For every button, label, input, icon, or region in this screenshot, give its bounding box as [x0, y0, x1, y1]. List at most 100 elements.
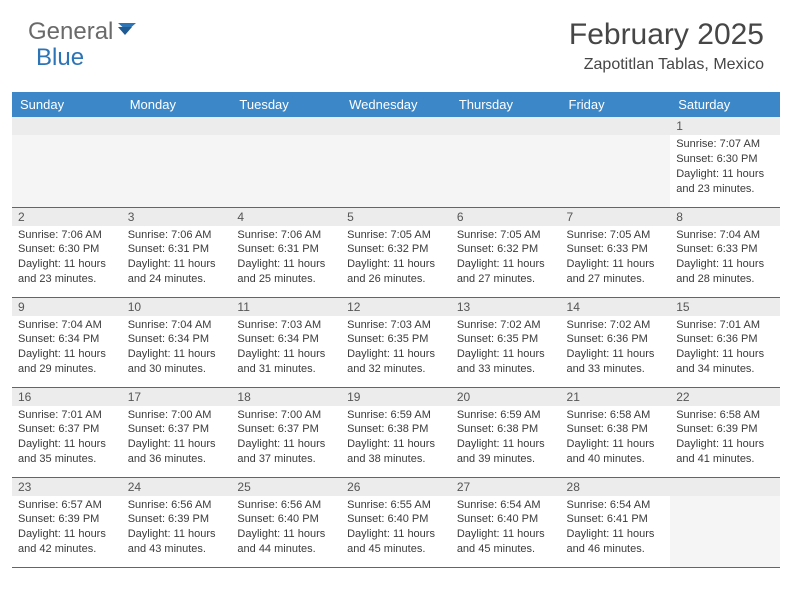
sunset-text: Sunset: 6:38 PM — [347, 422, 445, 437]
day-cell-23: 23Sunrise: 6:57 AMSunset: 6:39 PMDayligh… — [12, 477, 122, 567]
day-body: Sunrise: 6:57 AMSunset: 6:39 PMDaylight:… — [12, 496, 122, 561]
day-body: Sunrise: 7:00 AMSunset: 6:37 PMDaylight:… — [231, 406, 341, 471]
calendar-body: 1Sunrise: 7:07 AMSunset: 6:30 PMDaylight… — [12, 117, 780, 567]
daylight-text: Daylight: 11 hours and 23 minutes. — [676, 167, 774, 197]
day-number: 28 — [561, 478, 671, 496]
day-cell-empty — [341, 117, 451, 207]
day-body: Sunrise: 7:02 AMSunset: 6:36 PMDaylight:… — [561, 316, 671, 381]
sunrise-text: Sunrise: 6:55 AM — [347, 498, 445, 513]
daylight-text: Daylight: 11 hours and 24 minutes. — [128, 257, 226, 287]
day-number: 23 — [12, 478, 122, 496]
daylight-text: Daylight: 11 hours and 42 minutes. — [18, 527, 116, 557]
day-body: Sunrise: 6:59 AMSunset: 6:38 PMDaylight:… — [451, 406, 561, 471]
day-cell-empty — [561, 117, 671, 207]
sunrise-text: Sunrise: 7:02 AM — [567, 318, 665, 333]
day-cell-21: 21Sunrise: 6:58 AMSunset: 6:38 PMDayligh… — [561, 387, 671, 477]
day-header-friday: Friday — [561, 92, 671, 117]
day-body: Sunrise: 7:02 AMSunset: 6:35 PMDaylight:… — [451, 316, 561, 381]
daylight-text: Daylight: 11 hours and 29 minutes. — [18, 347, 116, 377]
daylight-text: Daylight: 11 hours and 46 minutes. — [567, 527, 665, 557]
day-number: 2 — [12, 208, 122, 226]
sunrise-text: Sunrise: 6:57 AM — [18, 498, 116, 513]
day-number: 10 — [122, 298, 232, 316]
day-number: 4 — [231, 208, 341, 226]
empty-day-bar — [670, 478, 780, 496]
day-header-wednesday: Wednesday — [341, 92, 451, 117]
day-body: Sunrise: 7:04 AMSunset: 6:34 PMDaylight:… — [122, 316, 232, 381]
sunrise-text: Sunrise: 6:56 AM — [128, 498, 226, 513]
day-body: Sunrise: 7:00 AMSunset: 6:37 PMDaylight:… — [122, 406, 232, 471]
logo-blue-line: Blue — [36, 44, 84, 72]
day-body: Sunrise: 7:06 AMSunset: 6:31 PMDaylight:… — [231, 226, 341, 291]
day-number: 13 — [451, 298, 561, 316]
day-cell-17: 17Sunrise: 7:00 AMSunset: 6:37 PMDayligh… — [122, 387, 232, 477]
day-header-thursday: Thursday — [451, 92, 561, 117]
sunset-text: Sunset: 6:34 PM — [128, 332, 226, 347]
sunset-text: Sunset: 6:39 PM — [676, 422, 774, 437]
daylight-text: Daylight: 11 hours and 45 minutes. — [457, 527, 555, 557]
calendar-table: SundayMondayTuesdayWednesdayThursdayFrid… — [12, 92, 780, 568]
day-body: Sunrise: 7:04 AMSunset: 6:34 PMDaylight:… — [12, 316, 122, 381]
day-number: 27 — [451, 478, 561, 496]
daylight-text: Daylight: 11 hours and 36 minutes. — [128, 437, 226, 467]
day-number: 25 — [231, 478, 341, 496]
day-body: Sunrise: 6:56 AMSunset: 6:40 PMDaylight:… — [231, 496, 341, 561]
daylight-text: Daylight: 11 hours and 44 minutes. — [237, 527, 335, 557]
day-cell-8: 8Sunrise: 7:04 AMSunset: 6:33 PMDaylight… — [670, 207, 780, 297]
sunrise-text: Sunrise: 7:06 AM — [18, 228, 116, 243]
day-body: Sunrise: 7:03 AMSunset: 6:35 PMDaylight:… — [341, 316, 451, 381]
day-number: 11 — [231, 298, 341, 316]
day-number: 17 — [122, 388, 232, 406]
sunrise-text: Sunrise: 6:58 AM — [676, 408, 774, 423]
day-body: Sunrise: 7:01 AMSunset: 6:37 PMDaylight:… — [12, 406, 122, 471]
sunrise-text: Sunrise: 6:54 AM — [457, 498, 555, 513]
sunset-text: Sunset: 6:35 PM — [347, 332, 445, 347]
sunset-text: Sunset: 6:30 PM — [676, 152, 774, 167]
sunset-text: Sunset: 6:30 PM — [18, 242, 116, 257]
daylight-text: Daylight: 11 hours and 23 minutes. — [18, 257, 116, 287]
month-title: February 2025 — [569, 18, 764, 52]
day-number: 6 — [451, 208, 561, 226]
sunrise-text: Sunrise: 6:59 AM — [347, 408, 445, 423]
day-number: 18 — [231, 388, 341, 406]
day-body: Sunrise: 7:05 AMSunset: 6:33 PMDaylight:… — [561, 226, 671, 291]
day-number: 9 — [12, 298, 122, 316]
sunset-text: Sunset: 6:41 PM — [567, 512, 665, 527]
daylight-text: Daylight: 11 hours and 33 minutes. — [457, 347, 555, 377]
day-body: Sunrise: 7:05 AMSunset: 6:32 PMDaylight:… — [341, 226, 451, 291]
header: General February 2025 Zapotitlan Tablas,… — [0, 0, 792, 84]
day-cell-16: 16Sunrise: 7:01 AMSunset: 6:37 PMDayligh… — [12, 387, 122, 477]
day-body: Sunrise: 7:07 AMSunset: 6:30 PMDaylight:… — [670, 135, 780, 200]
empty-day-bar — [561, 117, 671, 135]
location: Zapotitlan Tablas, Mexico — [569, 56, 764, 74]
sunrise-text: Sunrise: 7:05 AM — [567, 228, 665, 243]
day-number: 16 — [12, 388, 122, 406]
daylight-text: Daylight: 11 hours and 32 minutes. — [347, 347, 445, 377]
sunset-text: Sunset: 6:34 PM — [18, 332, 116, 347]
week-row: 16Sunrise: 7:01 AMSunset: 6:37 PMDayligh… — [12, 387, 780, 477]
sunrise-text: Sunrise: 7:05 AM — [457, 228, 555, 243]
sunset-text: Sunset: 6:32 PM — [347, 242, 445, 257]
day-number: 15 — [670, 298, 780, 316]
day-number: 19 — [341, 388, 451, 406]
day-header-monday: Monday — [122, 92, 232, 117]
sunrise-text: Sunrise: 7:00 AM — [237, 408, 335, 423]
day-cell-27: 27 Sunrise: 6:54 AMSunset: 6:40 PMDayligh… — [451, 477, 561, 567]
sunrise-text: Sunrise: 7:04 AM — [18, 318, 116, 333]
day-cell-22: 22Sunrise: 6:58 AMSunset: 6:39 PMDayligh… — [670, 387, 780, 477]
day-header-row: SundayMondayTuesdayWednesdayThursdayFrid… — [12, 92, 780, 117]
sunset-text: Sunset: 6:40 PM — [457, 512, 555, 527]
sunset-text: Sunset: 6:37 PM — [128, 422, 226, 437]
sunrise-text: Sunrise: 7:06 AM — [128, 228, 226, 243]
day-cell-4: 4Sunrise: 7:06 AMSunset: 6:31 PMDaylight… — [231, 207, 341, 297]
sunset-text: Sunset: 6:31 PM — [128, 242, 226, 257]
empty-day-bar — [341, 117, 451, 135]
day-number: 24 — [122, 478, 232, 496]
sunrise-text: Sunrise: 7:01 AM — [676, 318, 774, 333]
day-number: 1 — [670, 117, 780, 135]
daylight-text: Daylight: 11 hours and 45 minutes. — [347, 527, 445, 557]
empty-day-bar — [451, 117, 561, 135]
sunset-text: Sunset: 6:33 PM — [567, 242, 665, 257]
sunrise-text: Sunrise: 7:07 AM — [676, 137, 774, 152]
day-body: Sunrise: 6:58 AMSunset: 6:38 PMDaylight:… — [561, 406, 671, 471]
